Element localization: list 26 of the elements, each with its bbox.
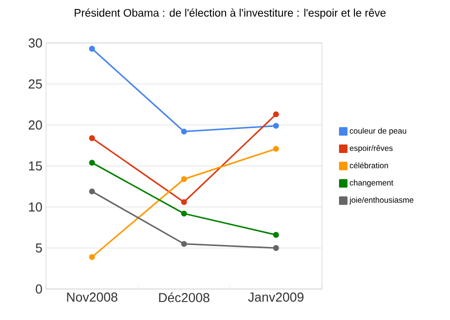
point <box>89 160 95 166</box>
point <box>89 188 95 194</box>
point <box>273 122 279 129</box>
point <box>181 210 187 217</box>
y-tick-label: 20 <box>28 120 42 130</box>
y-tick-label: 30 <box>28 38 42 48</box>
x-tick-label: Janv2009 <box>248 292 304 302</box>
point <box>273 245 279 251</box>
y-tick-label: 25 <box>28 79 42 89</box>
y-tick-label: 5 <box>36 243 42 253</box>
point <box>273 111 279 118</box>
point <box>181 128 187 135</box>
y-tick-label: 10 <box>29 202 42 212</box>
point <box>181 176 187 182</box>
chart-title: Président Obama : de l'élection à l'investiture : l'espoir et le rêve <box>74 8 386 19</box>
point <box>89 46 95 52</box>
x-tick-label: Déc2008 <box>159 292 210 302</box>
point <box>273 232 279 238</box>
y-tick-label: 15 <box>29 161 42 171</box>
point <box>273 146 279 152</box>
x-tick-label: Nov2008 <box>67 292 118 302</box>
point <box>181 199 187 206</box>
point <box>181 240 187 247</box>
y-tick-label: 0 <box>36 284 42 294</box>
point <box>89 254 95 260</box>
point <box>89 135 95 142</box>
